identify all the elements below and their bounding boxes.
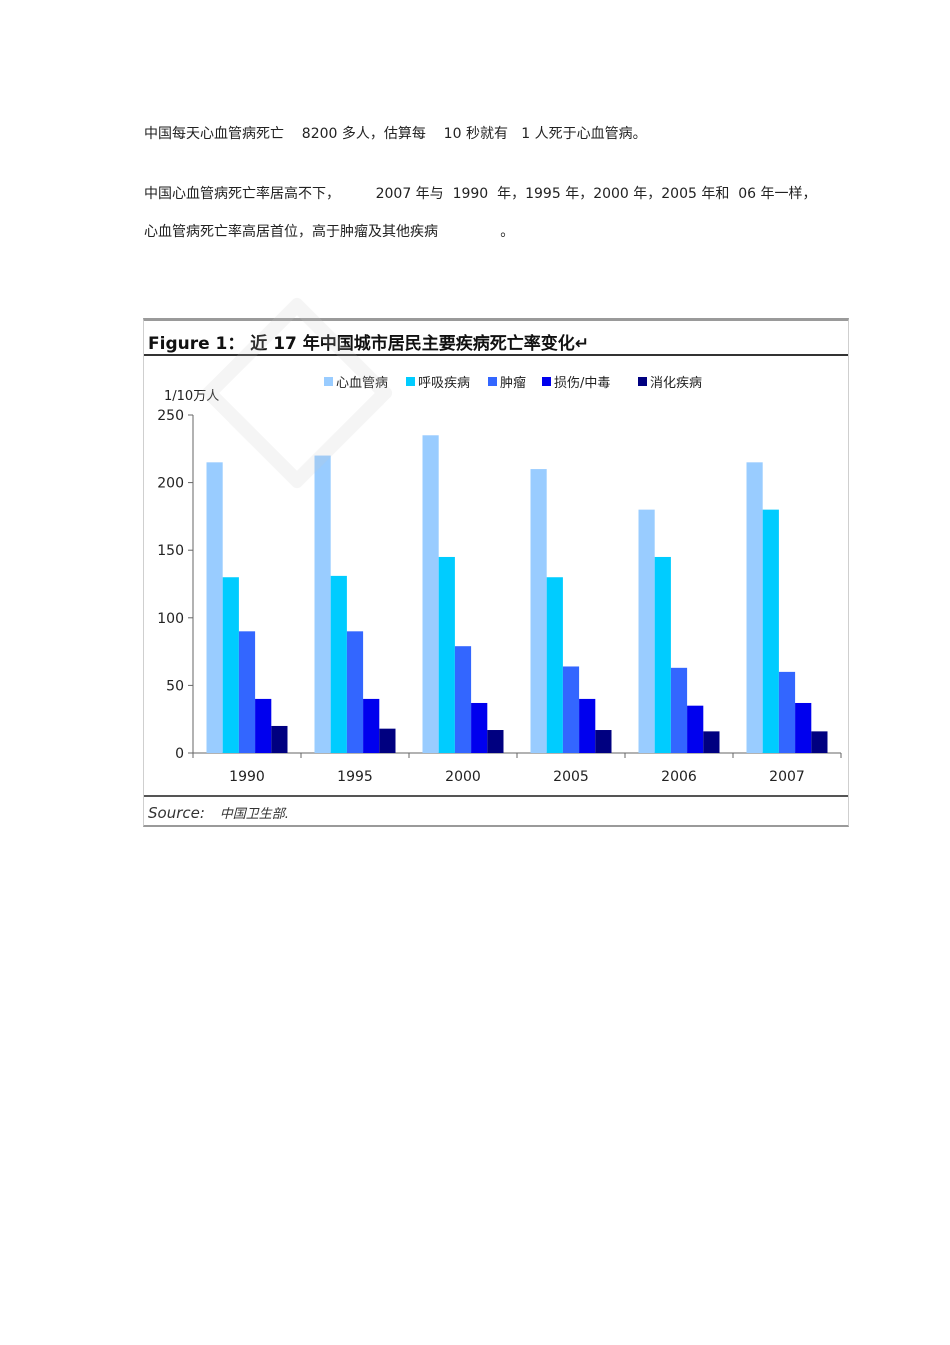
bar-2006-series-4: [703, 731, 720, 753]
figure-panel: Figure 1： 近 17 年中国城市居民主要疾病死亡率变化↵ 0 50 100 1…: [143, 318, 849, 827]
y-axis-label: 1/10万人: [164, 389, 219, 404]
y-tick-label: 100: [157, 611, 184, 627]
bar-2006-series-0: [638, 509, 655, 753]
bar-2007-series-2: [778, 671, 796, 753]
bar-2000-series-3: [471, 702, 488, 753]
bar-1990-series-1: [222, 577, 239, 753]
y-tick-label: 250: [157, 408, 184, 424]
bar-2006-series-3: [687, 705, 704, 753]
bar-2005-series-1: [546, 577, 563, 753]
bar-1995-series-1: [330, 575, 347, 753]
bar-chart: 0 50 100 150 200 250 1/10万人 1990 1995 2000 2005 200…: [157, 375, 842, 785]
bar-1990-series-4: [271, 725, 288, 753]
bar-2000-series-2: [454, 646, 472, 753]
bar-2005-series-0: [530, 469, 547, 753]
bar-2006-series-2: [670, 667, 688, 753]
legend-label-3: 损伤/中毒: [554, 376, 610, 391]
bar-1990-series-0: [206, 462, 223, 753]
bar-2007-series-1: [762, 509, 779, 753]
paragraph-line-2: 中国心血管病死亡率居高不下， 2007 年与 1990 年，1995 年，200…: [144, 186, 817, 202]
legend-swatch-2: [488, 377, 497, 386]
x-tick-label: 2006: [661, 769, 697, 785]
legend-swatch-3: [542, 377, 551, 386]
y-tick-label: 50: [166, 678, 184, 694]
bar-1990-series-2: [238, 631, 256, 753]
bar-2000-series-1: [438, 556, 455, 753]
bar-1995-series-2: [346, 631, 364, 753]
bar-2006-series-1: [654, 556, 671, 753]
legend-swatch-4: [638, 377, 647, 386]
figure-source: Source: 中国卫生部.: [148, 803, 289, 822]
x-tick-label: 2007: [769, 769, 805, 785]
y-tick-label: 0: [175, 746, 184, 762]
paragraph-line-3: 心血管病死亡率高居首位，高于肿瘤及其他疾病 。: [144, 224, 515, 240]
y-tick-label: 200: [157, 476, 184, 492]
paragraph-line-1: 中国每天心血管病死亡 8200 多人，估算每 10 秒就有 1 人死于心血管病。: [144, 126, 647, 142]
bar-2007-series-3: [795, 702, 812, 753]
legend-label-1: 呼吸疾病: [418, 376, 470, 391]
legend-swatch-1: [406, 377, 415, 386]
source-value: 中国卫生部.: [219, 807, 289, 822]
legend-label-4: 消化疾病: [650, 376, 702, 391]
bar-2005-series-3: [579, 698, 596, 753]
y-tick-label: 150: [157, 543, 184, 559]
bar-1995-series-3: [363, 698, 380, 753]
bar-2007-series-0: [746, 462, 763, 753]
title-divider: [144, 354, 848, 356]
bar-1990-series-3: [255, 698, 272, 753]
bar-2005-series-2: [562, 666, 580, 753]
x-tick-label: 1995: [337, 769, 373, 785]
legend-swatch-0: [324, 377, 333, 386]
bar-2005-series-4: [595, 730, 612, 753]
legend-label-0: 心血管病: [336, 376, 388, 391]
x-tick-label: 1990: [229, 769, 265, 785]
bar-2007-series-4: [811, 731, 828, 753]
source-label: Source:: [148, 804, 205, 822]
bar-2000-series-4: [487, 730, 504, 753]
figure-title: Figure 1： 近 17 年中国城市居民主要疾病死亡率变化↵: [148, 334, 590, 354]
bar-2000-series-0: [422, 435, 439, 753]
x-tick-label: 2000: [445, 769, 481, 785]
bar-1995-series-4: [379, 728, 396, 753]
x-tick-label: 2005: [553, 769, 589, 785]
legend-label-2: 肿瘤: [500, 375, 526, 391]
bar-1995-series-0: [314, 455, 331, 753]
source-divider: [144, 795, 848, 797]
